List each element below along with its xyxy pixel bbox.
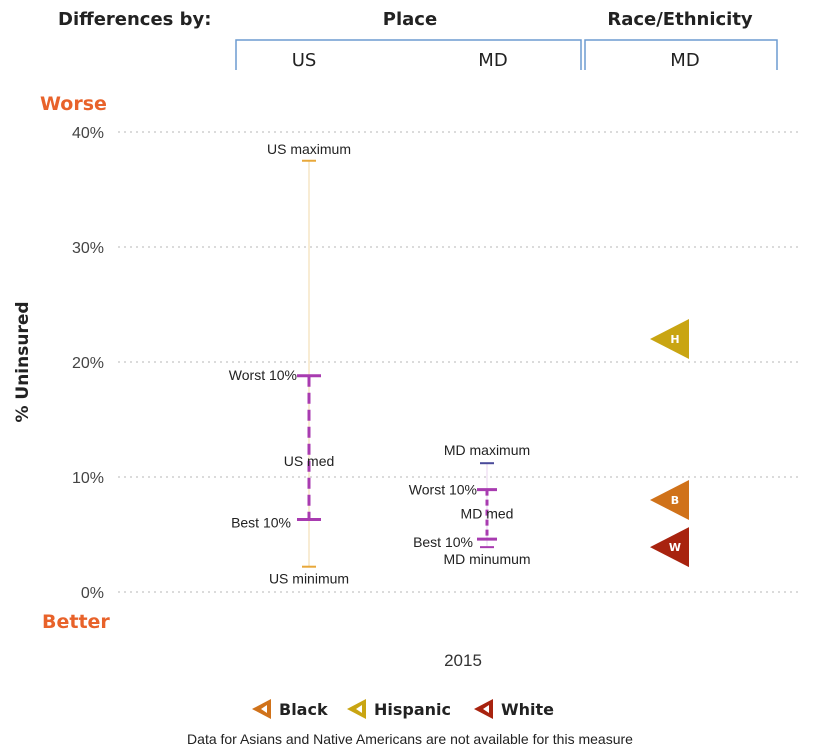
md-maximum-label: MD maximum [444, 442, 530, 458]
md-minimum-label: MD minumum [443, 551, 530, 567]
us-best10-label: Best 10% [231, 515, 291, 531]
y-tick-label: 10% [72, 470, 104, 487]
us-median-label: US med [284, 453, 335, 469]
column-md-place: MD [478, 50, 507, 71]
legend-swatch-inner [483, 705, 489, 713]
column-md-race: MD [670, 50, 699, 71]
better-label: Better [42, 611, 110, 633]
us-minimum-label: US minimum [269, 571, 349, 587]
header-lead: Differences by: [58, 9, 211, 30]
header-group-race: Race/Ethnicity [607, 9, 753, 30]
legend: Black Hispanic White [252, 699, 554, 719]
y-tick-label: 30% [72, 240, 104, 257]
legend-swatch-inner [261, 705, 267, 713]
md-worst10-label: Worst 10% [409, 482, 477, 498]
race-marker-black [650, 480, 689, 520]
y-tick-labels: 0% 10% 20% 30% 40% [72, 125, 104, 602]
worse-label: Worse [40, 93, 107, 115]
y-tick-label: 0% [81, 585, 104, 602]
y-tick-label: 40% [72, 125, 104, 142]
legend-label-black: Black [279, 700, 328, 719]
footnote: Data for Asians and Native Americans are… [187, 731, 633, 747]
race-marker-letter: H [670, 333, 679, 346]
column-us: US [292, 50, 317, 71]
y-axis-label: % Uninsured [13, 301, 33, 422]
race-marker-letter: B [671, 494, 679, 507]
race-marker-white [650, 527, 689, 568]
header-group-place: Place [383, 9, 437, 30]
x-axis-label: 2015 [444, 651, 482, 670]
race-markers: H B W [650, 319, 689, 568]
place-bracket [235, 39, 582, 70]
legend-label-hispanic: Hispanic [374, 700, 451, 719]
legend-label-white: White [501, 700, 554, 719]
us-worst10-label: Worst 10% [229, 367, 297, 383]
md-median-label: MD med [461, 506, 514, 522]
race-marker-letter: W [669, 541, 681, 554]
place-ranges: US maximum Worst 10% US med Best 10% US mini… [229, 141, 531, 587]
y-tick-label: 20% [72, 355, 104, 372]
md-best10-label: Best 10% [413, 534, 473, 550]
race-marker-hispanic [650, 319, 689, 359]
legend-swatch-inner [356, 705, 362, 713]
us-maximum-label: US maximum [267, 141, 351, 157]
race-bracket [584, 39, 778, 70]
gridlines [118, 131, 800, 593]
